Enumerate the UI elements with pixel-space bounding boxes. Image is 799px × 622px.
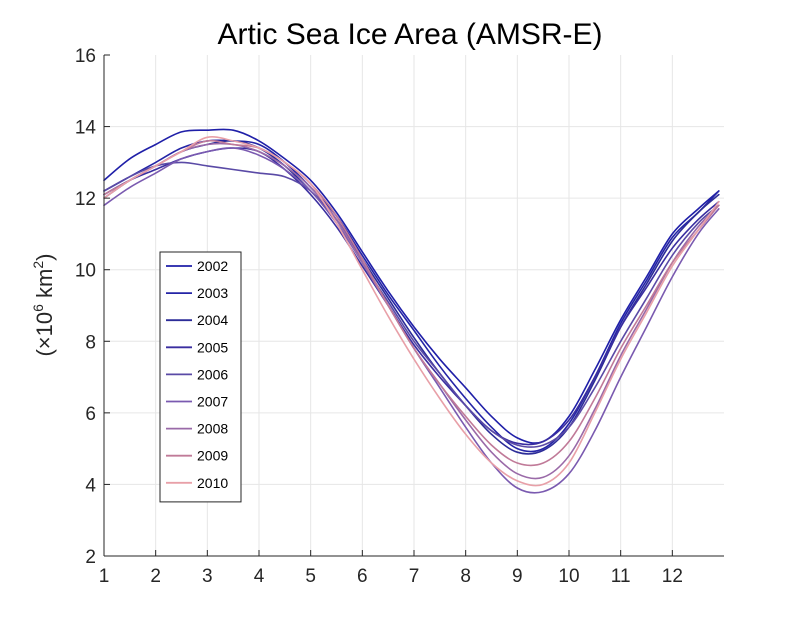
legend-label: 2005 (197, 339, 228, 355)
series-group (103, 128, 720, 494)
y-axis-label-open: (×10 (32, 312, 57, 357)
series-line-2009 (103, 139, 720, 467)
legend-entry: 2005 (166, 339, 228, 355)
legend-label: 2002 (197, 258, 228, 274)
x-tick-label: 4 (254, 566, 265, 587)
y-tick-label: 12 (75, 189, 96, 210)
legend-label: 2007 (197, 394, 228, 410)
x-tick-label: 1 (99, 566, 110, 587)
x-tick-label: 8 (460, 566, 471, 587)
legend-label: 2009 (197, 448, 228, 464)
legend-label: 2004 (197, 312, 228, 328)
x-tick-label: 11 (611, 566, 631, 587)
x-tick-label: 2 (150, 566, 161, 587)
y-tick-label: 6 (85, 404, 96, 425)
legend-entry: 2009 (166, 448, 228, 464)
legend-label: 2003 (197, 285, 228, 301)
y-tick-label: 16 (75, 46, 96, 67)
legend-entry: 2008 (166, 421, 228, 437)
y-tick-label: 14 (75, 118, 97, 139)
legend-entry: 2002 (166, 258, 228, 274)
series-line-2006 (103, 161, 720, 448)
y-axis-label-unit: km (32, 269, 57, 304)
x-tick-label: 9 (512, 566, 523, 587)
legend-entry: 2010 (166, 475, 228, 491)
chart-title: Artic Sea Ice Area (AMSR-E) (217, 18, 602, 51)
legend-label: 2008 (197, 421, 228, 437)
legend-label: 2010 (197, 475, 228, 491)
x-axis-ticks: 1 2 3 4 5 6 7 8 9 10 11 12 (99, 550, 683, 587)
y-tick-label: 4 (85, 475, 96, 496)
legend-entry: 2007 (166, 394, 228, 410)
y-tick-label: 2 (85, 547, 96, 568)
y-axis-label: (×106 km2) (30, 253, 57, 356)
legend-entry: 2004 (166, 312, 228, 328)
series-line-2010 (103, 136, 720, 487)
y-tick-label: 10 (75, 261, 96, 282)
y-axis-label-close: ) (32, 253, 57, 260)
y-axis-ticks: 2 4 6 8 10 12 14 16 (75, 46, 110, 568)
y-axis-label-exponent-2: 2 (30, 261, 46, 269)
legend-entry: 2006 (166, 366, 228, 382)
legend: 2002 2003 2004 2005 2006 2007 2008 2009 2010 (159, 251, 242, 503)
series-line-2002 (103, 128, 720, 444)
x-tick-label: 10 (558, 566, 579, 587)
x-tick-label: 7 (409, 566, 420, 587)
y-axis-label-exponent-1: 6 (30, 304, 46, 312)
legend-label: 2006 (197, 366, 228, 382)
x-tick-label: 3 (202, 566, 213, 587)
x-tick-label: 12 (662, 566, 683, 587)
x-tick-label: 6 (357, 566, 368, 587)
legend-entry: 2003 (166, 285, 228, 301)
y-tick-label: 8 (85, 332, 96, 353)
x-tick-label: 5 (305, 566, 316, 587)
